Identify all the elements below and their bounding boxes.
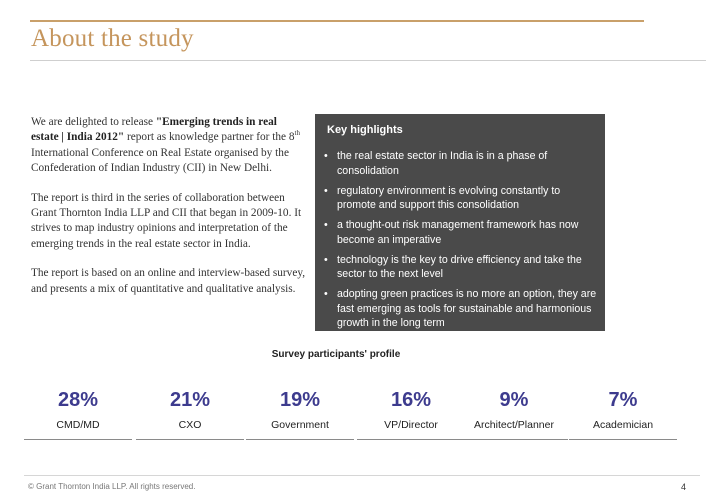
bullet-icon: • <box>324 184 328 197</box>
participant-stat-government: 19% Government <box>246 388 354 440</box>
participant-label: Architect/Planner <box>474 419 554 431</box>
key-highlights-list: • the real estate sector in India is in a… <box>323 149 599 336</box>
participant-underline <box>136 439 244 440</box>
participant-percent: 9% <box>499 389 529 411</box>
intro-p1-pre: We are delighted to release <box>31 116 156 128</box>
highlight-item: • the real estate sector in India is in a… <box>323 149 599 178</box>
participant-percent: 19% <box>279 389 321 411</box>
bullet-icon: • <box>324 219 328 231</box>
participant-percent: 21% <box>169 389 211 411</box>
participant-underline <box>24 439 132 440</box>
intro-paragraph-2: The report is third in the series of col… <box>31 191 302 250</box>
participant-underline <box>357 439 465 440</box>
highlight-text: the real estate sector in India is in a … <box>337 150 548 177</box>
participant-underline <box>246 439 354 440</box>
highlight-text: regulatory environment is evolving const… <box>337 184 561 212</box>
header-accent-rule <box>30 20 644 22</box>
highlight-text: adopting green practices is no more an o… <box>337 288 597 329</box>
key-highlights-box: Key highlights • the real estate sector i… <box>315 114 605 331</box>
highlight-item: • regulatory environment is evolving cons… <box>323 184 599 213</box>
participant-label: Government <box>271 419 329 431</box>
participant-stat-cmd-md: 28% CMD/MD <box>24 388 132 440</box>
intro-p1-post: International Conference on Real Estate … <box>31 146 289 175</box>
highlight-text: a thought-out risk management framework … <box>337 219 579 246</box>
intro-text: We are delighted to release "Emerging tr… <box>31 115 307 311</box>
participant-label: CXO <box>178 419 202 431</box>
highlight-item: • a thought-out risk management framework… <box>323 218 599 247</box>
participant-label: Academician <box>592 419 654 431</box>
participant-label: VP/Director <box>384 419 438 431</box>
participant-stat-cxo: 21% CXO <box>136 388 244 440</box>
intro-paragraph-1: We are delighted to release "Emerging tr… <box>31 115 307 177</box>
title-divider <box>30 60 706 61</box>
participant-stat-architect-planner: 9% Architect/Planner <box>460 388 568 440</box>
highlight-text: technology is the key to drive efficienc… <box>337 253 582 281</box>
participant-underline <box>460 439 568 440</box>
bullet-icon: • <box>324 253 328 266</box>
ordinal-suffix: th <box>294 129 300 138</box>
footer-divider <box>24 475 700 476</box>
survey-title: Survey participants' profile <box>271 349 401 360</box>
report-title: "Emerging trends in real estate | India … <box>31 116 277 144</box>
intro-p1-mid: report as knowledge partner for the 8 <box>124 131 295 144</box>
key-highlights-title: Key highlights <box>327 124 403 136</box>
participant-stat-academician: 7% Academician <box>569 388 677 440</box>
participant-percent: 16% <box>390 389 432 411</box>
page-number: 4 <box>680 482 686 492</box>
participant-percent: 7% <box>608 389 638 411</box>
participant-underline <box>569 439 677 440</box>
highlight-item: • adopting green practices is no more an … <box>323 287 599 331</box>
participant-stat-vp-director: 16% VP/Director <box>357 388 465 440</box>
intro-paragraph-3: The report is based on an online and int… <box>31 267 306 295</box>
highlight-item: • technology is the key to drive efficien… <box>323 253 599 282</box>
bullet-icon: • <box>324 150 328 162</box>
page-title: About the study <box>31 25 194 52</box>
participant-percent: 28% <box>57 389 99 411</box>
participant-label: CMD/MD <box>56 419 100 431</box>
copyright-text: © Grant Thornton India LLP. All rights r… <box>28 482 196 491</box>
bullet-icon: • <box>324 288 328 300</box>
